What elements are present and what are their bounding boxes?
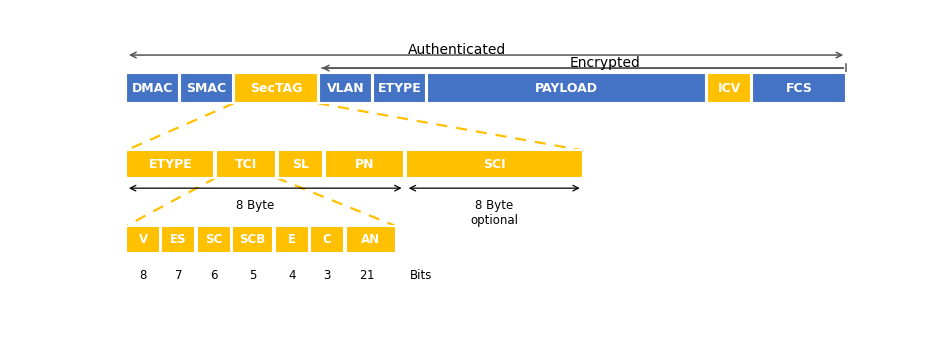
Text: 8 Byte
optional: 8 Byte optional xyxy=(470,199,519,226)
Text: 5: 5 xyxy=(249,269,256,282)
Text: PAYLOAD: PAYLOAD xyxy=(535,82,598,95)
Bar xyxy=(325,150,405,178)
Bar xyxy=(216,150,276,178)
Bar xyxy=(232,226,274,254)
Bar xyxy=(277,150,323,178)
Bar xyxy=(346,226,395,254)
Text: Bits: Bits xyxy=(409,269,432,282)
Text: SMAC: SMAC xyxy=(186,82,226,95)
Text: 8: 8 xyxy=(140,269,146,282)
Bar xyxy=(319,73,372,103)
Text: C: C xyxy=(323,233,332,246)
Bar xyxy=(752,73,846,103)
Text: SCB: SCB xyxy=(239,233,266,246)
Bar xyxy=(707,73,751,103)
Text: E: E xyxy=(288,233,295,246)
Text: Authenticated: Authenticated xyxy=(408,43,506,57)
Text: SCI: SCI xyxy=(483,158,505,171)
Text: PN: PN xyxy=(355,158,374,171)
Bar xyxy=(180,73,233,103)
Text: ETYPE: ETYPE xyxy=(148,158,192,171)
Text: DMAC: DMAC xyxy=(132,82,173,95)
Text: 1: 1 xyxy=(367,269,374,282)
Text: FCS: FCS xyxy=(786,82,812,95)
Bar xyxy=(406,150,582,178)
Bar xyxy=(372,73,426,103)
Text: SecTAG: SecTAG xyxy=(250,82,302,95)
Text: 2: 2 xyxy=(359,269,366,282)
Bar xyxy=(162,226,196,254)
Bar xyxy=(427,73,706,103)
Text: SC: SC xyxy=(205,233,222,246)
Bar xyxy=(275,226,309,254)
Bar xyxy=(126,226,160,254)
Bar xyxy=(197,226,231,254)
Text: AN: AN xyxy=(361,233,380,246)
Text: SL: SL xyxy=(292,158,309,171)
Text: TCI: TCI xyxy=(235,158,257,171)
Text: ICV: ICV xyxy=(717,82,741,95)
Bar xyxy=(126,73,180,103)
Text: 6: 6 xyxy=(210,269,218,282)
Text: 4: 4 xyxy=(288,269,295,282)
Text: 8 Byte: 8 Byte xyxy=(236,199,275,212)
Text: V: V xyxy=(139,233,147,246)
Text: VLAN: VLAN xyxy=(327,82,365,95)
Bar xyxy=(310,226,344,254)
Bar xyxy=(126,150,215,178)
Text: 7: 7 xyxy=(175,269,182,282)
Bar xyxy=(234,73,318,103)
Text: 3: 3 xyxy=(323,269,331,282)
Text: ES: ES xyxy=(170,233,186,246)
Text: Encrypted: Encrypted xyxy=(569,56,640,70)
Text: ETYPE: ETYPE xyxy=(377,82,421,95)
